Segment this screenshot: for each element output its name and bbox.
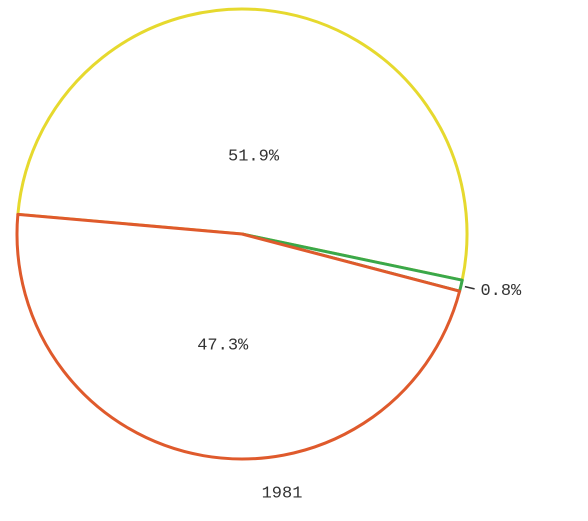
- pie-slice: [15, 212, 462, 461]
- leader-line: [464, 285, 475, 290]
- slice-label: 47.3%: [197, 336, 249, 355]
- slice-label: 0.8%: [480, 282, 522, 301]
- pie-slice: [16, 7, 469, 282]
- chart-title: 1981: [262, 484, 303, 503]
- slice-label: 51.9%: [228, 148, 280, 167]
